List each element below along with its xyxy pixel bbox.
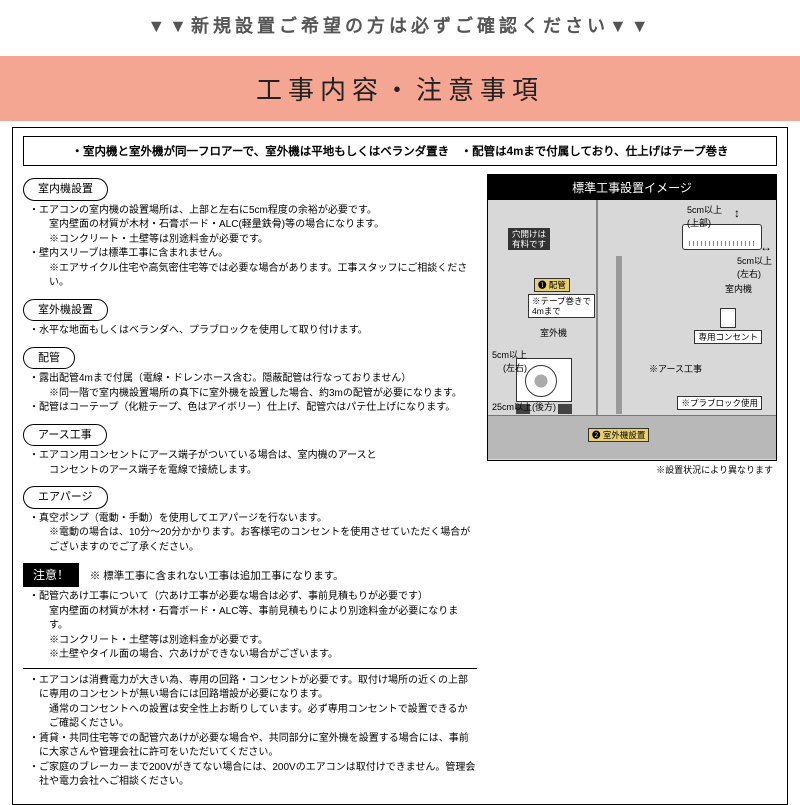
- section-airpurge-title: エアパージ: [23, 486, 108, 509]
- sub-header: ・室内機と室外機が同一フロアーで、室外機は平地もしくはベランダ置き ・配管は4m…: [23, 136, 777, 166]
- section-outdoor-list: 水平な地面もしくはベランダへ、プラブロックを使用して取り付けます。: [23, 324, 477, 339]
- indoor-name-label: 室内機: [725, 282, 752, 295]
- list-item: 通常のコンセントへの設置は安全性上お断りしています。必ず専用コンセントで設置でき…: [29, 703, 477, 732]
- list-item: ※エアサイクル住宅や高気密住宅等では必要な場合があります。工事スタッフにご相談く…: [29, 262, 477, 291]
- section-earth-list: エアコン用コンセントにアース端子がついている場合は、室内機のアースと コンセント…: [23, 449, 477, 478]
- list-item: 水平な地面もしくはベランダへ、プラブロックを使用して取り付けます。: [29, 324, 477, 339]
- section-earth-title: アース工事: [23, 424, 107, 447]
- list-item: ご家庭のブレーカーまで200Vがきてない場合には、200Vのエアコンは取付けでき…: [29, 761, 477, 790]
- attention-list-1: 配管穴あけ工事について（穴あけ工事が必要な場合は必ず、事前見積もりが必要です） …: [23, 590, 477, 663]
- outlet-shape: [720, 308, 736, 328]
- list-item: 真空ポンプ（電動・手動）を使用してエアパージを行ないます。: [29, 512, 477, 527]
- block-note: ※プラブロック使用: [677, 396, 762, 410]
- diagram-footnote: ※設置状況により異なります: [487, 461, 777, 476]
- list-item: ※コンクリート・土壁等は別途料金が必要です。: [29, 233, 477, 248]
- attention-lead: ※ 標準工事に含まれない工事は追加工事になります。: [90, 570, 344, 582]
- earth-note: ※アース工事: [649, 362, 702, 375]
- list-item: 配管穴あけ工事について（穴あけ工事が必要な場合は必ず、事前見積もりが必要です）: [29, 590, 477, 605]
- list-item: 壁内スリーブは標準工事に含まれません。: [29, 247, 477, 262]
- list-item: エアコンは消費電力が大きい為、専用の回路・コンセントが必要です。取付け場所の近く…: [29, 674, 477, 703]
- list-item: ※同一階で室内機設置場所の真下に室外機を設置した場合、約3mの配管が必要になりま…: [29, 387, 477, 402]
- attention-list-2: エアコンは消費電力が大きい為、専用の回路・コンセントが必要です。取付け場所の近く…: [23, 674, 477, 790]
- pipe-label: ❶ 配管: [534, 278, 570, 292]
- main-title: 工事内容・注意事項: [0, 56, 800, 121]
- list-item: ※土壁やタイル面の場合、穴あけができない場合がございます。: [29, 648, 477, 663]
- list-item: コンセントのアース端子を電線で接続します。: [29, 464, 477, 479]
- section-airpurge-list: 真空ポンプ（電動・手動）を使用してエアパージを行ないます。 ※電動の場合は、10…: [23, 512, 477, 556]
- list-item: 露出配管4mまで付属（電線・ドレンホース含む。隠蔽配管は行なっておりません）: [29, 372, 477, 387]
- outdoor-clear-b: 25cm以上(後方): [492, 400, 556, 413]
- list-item: ※コンクリート・土壁等は別途料金が必要です。: [29, 634, 477, 649]
- section-indoor-list: エアコンの室内機の設置場所は、上部と左右に5cm程度の余裕が必要です。 室内壁面…: [23, 204, 477, 291]
- diagram-header: 標準工事設置イメージ: [488, 175, 776, 200]
- list-item: 室内壁面の材質が木材・石膏ボード・ALC(軽量鉄骨)等の場合になります。: [29, 218, 477, 233]
- list-item: エアコン用コンセントにアース端子がついている場合は、室内機のアースと: [29, 449, 477, 464]
- list-item: ※電動の場合は、10分〜20分かかります。お客様宅のコンセントを使用させていただ…: [29, 526, 477, 555]
- section-outdoor-title: 室外機設置: [23, 299, 108, 322]
- list-item: 配管はコーテープ（化粧テープ、色はアイボリー）仕上げ、配管穴はパテ仕上げになりま…: [29, 401, 477, 416]
- top-notice: ▼▼新規設置ご希望の方は必ずご確認ください▼▼: [0, 0, 800, 56]
- divider: [23, 668, 477, 669]
- side-clear-label: 5cm以上 (左右): [737, 254, 772, 280]
- list-item: 室内壁面の材質が木材・石膏ボード・ALC等、事前見積もりにより別途料金が必要にな…: [29, 605, 477, 634]
- top-clear-label: 5cm以上 (上部): [687, 203, 722, 229]
- list-item: 賃貸・共同住宅等での配管穴あけが必要な場合や、共同部分に室外機を設置する場合には…: [29, 732, 477, 761]
- right-column: 標準工事設置イメージ 穴開けは 有料です 5cm以上 (上部) ↕ 5cm以上 …: [487, 174, 777, 794]
- outlet-label: 専用コンセント: [694, 330, 762, 344]
- outdoor-name-label: 室外機: [540, 326, 567, 339]
- hole-note: 穴開けは 有料です: [508, 228, 550, 250]
- section-piping-title: 配管: [23, 347, 75, 370]
- list-item: エアコンの室内機の設置場所は、上部と左右に5cm程度の余裕が必要です。: [29, 204, 477, 219]
- outdoor-install-label: ❷ 室外機設置: [588, 428, 649, 442]
- pipe-note: ※テープ巻きで 4mまで: [528, 294, 595, 318]
- outdoor-clear-l: 5cm以上 (左右): [492, 348, 527, 374]
- diagram-body: 穴開けは 有料です 5cm以上 (上部) ↕ 5cm以上 (左右) ↔ ❶ 配管…: [488, 200, 776, 460]
- section-indoor-title: 室内機設置: [23, 178, 108, 201]
- attention-label: 注意！: [23, 563, 79, 587]
- section-piping-list: 露出配管4mまで付属（電線・ドレンホース含む。隠蔽配管は行なっておりません） ※…: [23, 372, 477, 416]
- diagram-box: 標準工事設置イメージ 穴開けは 有料です 5cm以上 (上部) ↕ 5cm以上 …: [487, 174, 777, 461]
- content-frame: ・室内機と室外機が同一フロアーで、室外機は平地もしくはベランダ置き ・配管は4m…: [12, 127, 788, 805]
- left-column: 室内機設置 エアコンの室内機の設置場所は、上部と左右に5cm程度の余裕が必要です…: [23, 174, 477, 794]
